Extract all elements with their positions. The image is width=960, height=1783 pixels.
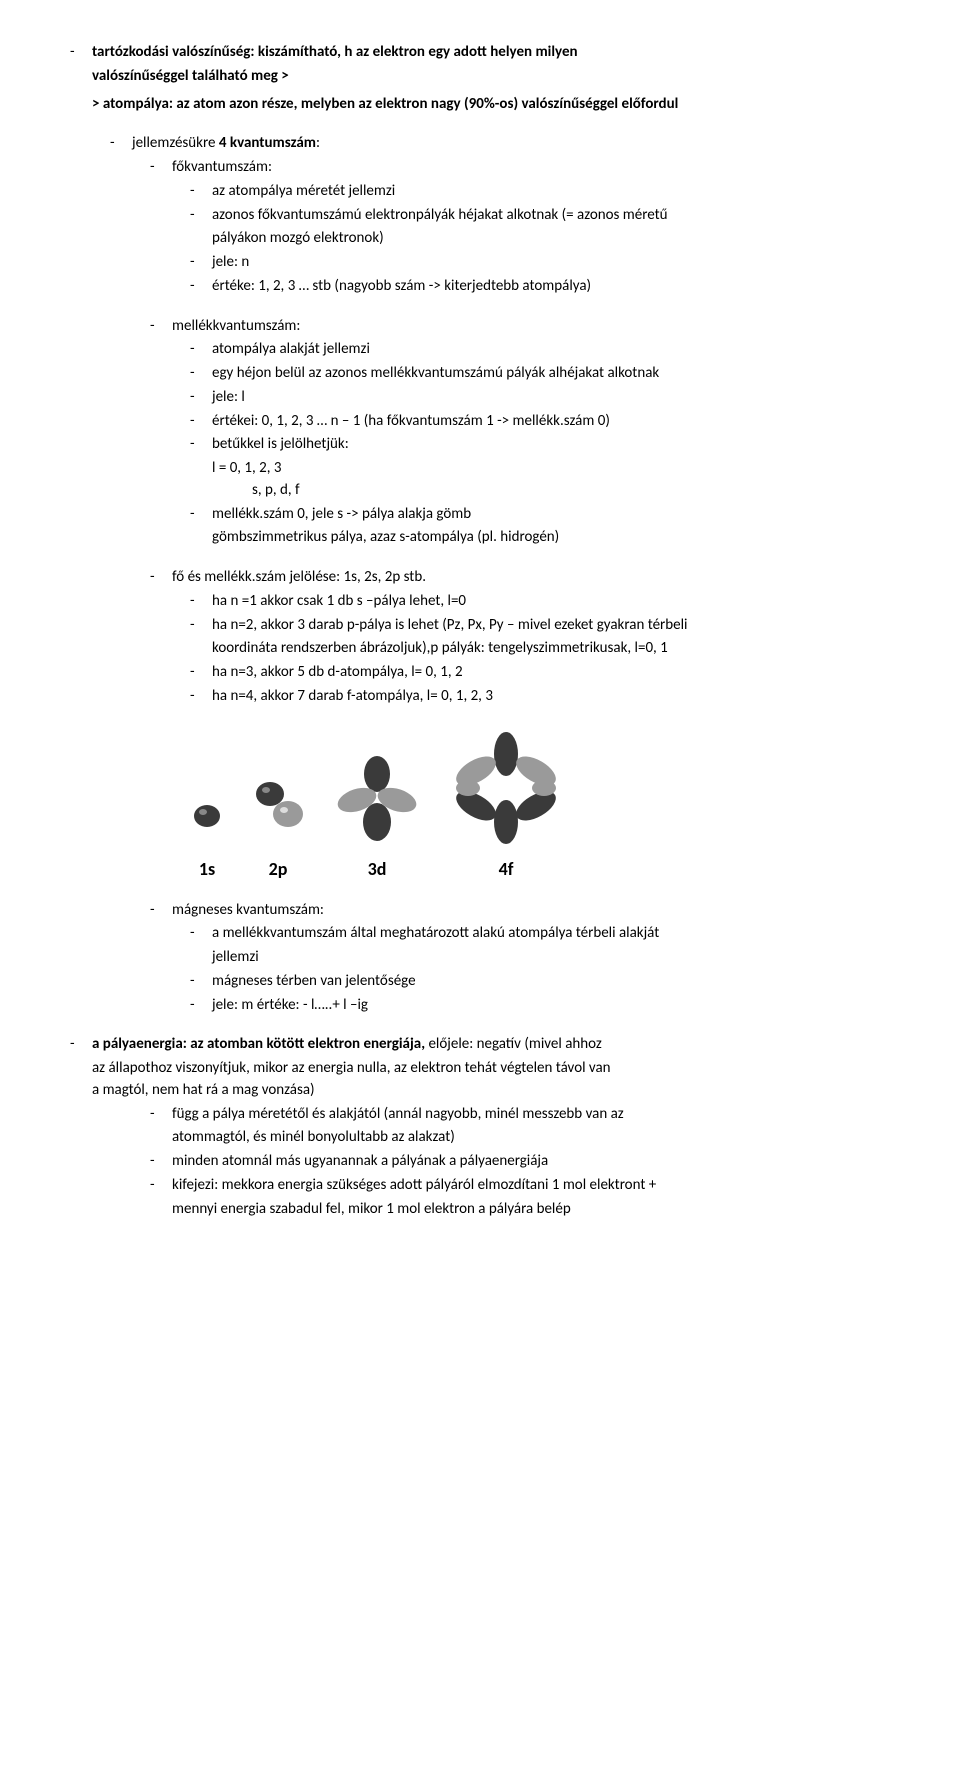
fo-label: főkvantumszám: (150, 157, 910, 179)
top-line-1b: valószínűséggel található meg > (92, 67, 289, 85)
top-line-1b-wrap: valószínűséggel található meg > (92, 66, 910, 88)
orbital-4f-label: 4f (499, 856, 514, 882)
mellek-1: atompálya alakját jellemzi (190, 339, 910, 361)
mellek-2: egy héjon belül az azonos mellékkvantums… (190, 363, 910, 385)
magnes-1b: jellemzi (212, 947, 910, 969)
orbital-1s-label: 1s (199, 856, 215, 882)
mellek-4: értékei: 0, 1, 2, 3 … n – 1 (ha főkvantu… (190, 411, 910, 433)
palya-1-rest: előjele: negatív (mivel ahhoz (425, 1035, 602, 1053)
mellek-5: betűkkel is jelölhetjük: (190, 434, 910, 456)
fo-2a: azonos főkvantumszámú elektronpályák héj… (190, 205, 910, 227)
palya-line1: a pályaenergia: az atomban kötött elektr… (70, 1034, 910, 1056)
top-gt: > atompálya: az atom azon része, melyben… (92, 94, 910, 116)
orbital-3d-label: 3d (368, 856, 387, 882)
mellek-5b: s, p, d, f (252, 480, 910, 502)
fo-2b: pályákon mozgó elektronok) (212, 228, 910, 250)
quantum-header-prefix: jellemzésükre (132, 134, 219, 152)
mellek-5a: l = 0, 1, 2, 3 (212, 458, 910, 480)
palya-a3b: mennyi energia szabadul fel, mikor 1 mol… (172, 1199, 910, 1221)
foes-1: ha n =1 akkor csak 1 db s –pálya lehet, … (190, 591, 910, 613)
palya-a3a: kifejezi: mekkora energia szükséges adot… (150, 1175, 910, 1197)
mellek-6a: mellékk.szám 0, jele s -> pálya alakja g… (190, 504, 910, 526)
mellek-header: mellékkvantumszám: (150, 316, 910, 338)
palya-1-bold: a pályaenergia: az atomban kötött elektr… (92, 1035, 425, 1053)
palya-2: az állapothoz viszonyítjuk, mikor az ene… (92, 1058, 910, 1080)
fo-3: jele: n (190, 252, 910, 274)
orbital-1s-svg (190, 736, 224, 846)
orbital-diagram-row: 1s 2p 3d 4f (190, 726, 910, 882)
orbital-2p-label: 2p (269, 856, 288, 882)
top-line-1: tartózkodási valószínűség: kiszámítható,… (70, 42, 910, 64)
magnes-header: mágneses kvantumszám: (150, 900, 910, 922)
foes-2a: ha n=2, akkor 3 darab p-pálya is lehet (… (190, 615, 910, 637)
orbital-4f: 4f (446, 726, 566, 882)
orbital-1s: 1s (190, 736, 224, 882)
orbital-4f-svg (446, 726, 566, 846)
orbital-2p-svg (248, 736, 308, 846)
palya-a2: minden atomnál más ugyanannak a pályának… (150, 1151, 910, 1173)
fo-1: az atompálya méretét jellemzi (190, 181, 910, 203)
mellek-3: jele: l (190, 387, 910, 409)
palya-a1b: atommagtól, és minél bonyolultabb az ala… (172, 1127, 910, 1149)
quantum-header-colon: : (316, 134, 320, 152)
foes-2b: koordináta rendszerben ábrázoljuk),p pál… (212, 638, 910, 660)
foes-header: fő és mellékk.szám jelölése: 1s, 2s, 2p … (150, 567, 910, 589)
orbital-3d: 3d (332, 736, 422, 882)
fo-4: értéke: 1, 2, 3 … stb (nagyobb szám -> k… (190, 276, 910, 298)
magnes-2: mágneses térben van jelentősége (190, 971, 910, 993)
mellek-6b: gömbszimmetrikus pálya, azaz s-atompálya… (212, 527, 910, 549)
quantum-header: jellemzésükre 4 kvantumszám: (110, 133, 910, 155)
orbital-2p: 2p (248, 736, 308, 882)
foes-4: ha n=4, akkor 7 darab f-atompálya, l= 0,… (190, 686, 910, 708)
palya-3: a magtól, nem hat rá a mag vonzása) (92, 1080, 910, 1102)
quantum-header-bold: 4 kvantumszám (219, 134, 316, 152)
palya-a1a: függ a pálya méretétől és alakjától (ann… (150, 1104, 910, 1126)
magnes-3: jele: m értéke: - l…..+ l –ig (190, 995, 910, 1017)
magnes-1a: a mellékkvantumszám által meghatározott … (190, 923, 910, 945)
orbital-3d-svg (332, 736, 422, 846)
foes-3: ha n=3, akkor 5 db d-atompálya, l= 0, 1,… (190, 662, 910, 684)
top-line-1a: tartózkodási valószínűség: kiszámítható,… (92, 43, 578, 61)
